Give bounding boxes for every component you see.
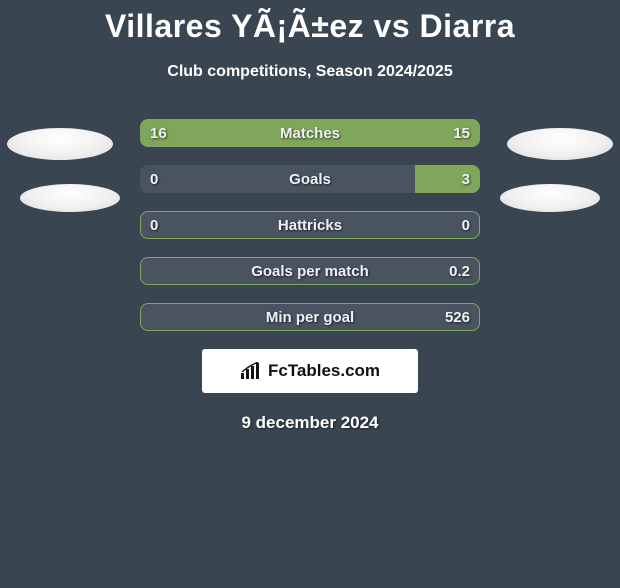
fill-left [140, 119, 315, 147]
bar-chart-icon [240, 362, 262, 380]
row-track [140, 257, 480, 285]
row-track [140, 211, 480, 239]
row-hattricks: 0 Hattricks 0 [140, 211, 480, 239]
fill-right [415, 165, 480, 193]
row-goals: 0 Goals 3 [140, 165, 480, 193]
player-left-avatar-2 [20, 184, 120, 212]
brand-text: FcTables.com [268, 361, 380, 381]
brand-box[interactable]: FcTables.com [202, 349, 418, 393]
page-title: Villares YÃ¡Ã±ez vs Diarra [0, 8, 620, 45]
player-left-avatar [7, 128, 113, 160]
fill-right [315, 119, 480, 147]
date-text: 9 december 2024 [0, 413, 620, 433]
row-track [140, 165, 480, 193]
player-right-avatar-2 [500, 184, 600, 212]
row-min-per-goal: Min per goal 526 [140, 303, 480, 331]
row-track [140, 119, 480, 147]
row-matches: 16 Matches 15 [140, 119, 480, 147]
subtitle: Club competitions, Season 2024/2025 [0, 63, 620, 81]
comparison-rows: 16 Matches 15 0 Goals 3 0 Hattricks 0 Go… [140, 119, 480, 331]
row-goals-per-match: Goals per match 0.2 [140, 257, 480, 285]
player-right-avatar [507, 128, 613, 160]
row-track [140, 303, 480, 331]
